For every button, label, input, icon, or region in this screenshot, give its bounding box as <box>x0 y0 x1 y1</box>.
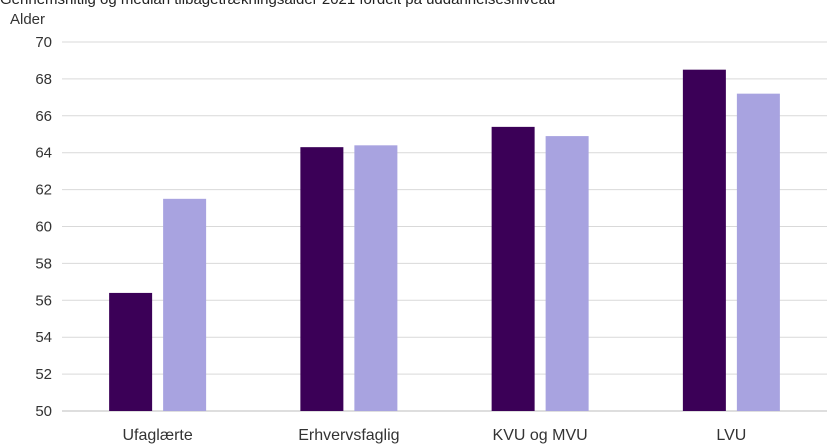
y-tick-label: 58 <box>35 255 52 272</box>
category-label: LVU <box>716 427 746 444</box>
y-tick-label: 60 <box>35 219 52 236</box>
y-tick-labels: 50 52 54 56 58 60 62 64 66 68 70 <box>35 34 52 420</box>
bar-s2-3 <box>736 93 780 411</box>
y-tick-label: 62 <box>35 182 52 199</box>
y-tick-label: 52 <box>35 366 52 383</box>
y-tick-label: 54 <box>35 329 52 346</box>
bar-s1-3 <box>682 69 726 412</box>
y-tick-label: 66 <box>35 108 52 125</box>
category-label: Ufaglærte <box>123 427 193 444</box>
y-axis-label: Alder <box>10 11 46 28</box>
bar-s1-0 <box>109 292 153 411</box>
bar-s1-2 <box>491 126 535 412</box>
bars <box>109 69 780 412</box>
category-label: KVU og MVU <box>493 427 588 444</box>
y-tick-label: 64 <box>35 145 52 162</box>
category-label: Erhvervsfaglig <box>298 427 399 444</box>
bar-s2-1 <box>354 145 398 411</box>
y-tick-label: 70 <box>35 34 52 51</box>
bar-s1-1 <box>300 147 344 412</box>
chart-title: Gennemsnitlig og median tilbagetræknings… <box>0 0 555 8</box>
bar-s2-2 <box>545 136 589 411</box>
y-tick-label: 56 <box>35 292 52 309</box>
category-labels: Ufaglærte Erhvervsfaglig KVU og MVU LVU <box>123 427 747 444</box>
bar-s2-0 <box>163 198 207 411</box>
y-tick-label: 68 <box>35 71 52 88</box>
y-tick-label: 50 <box>35 403 52 420</box>
